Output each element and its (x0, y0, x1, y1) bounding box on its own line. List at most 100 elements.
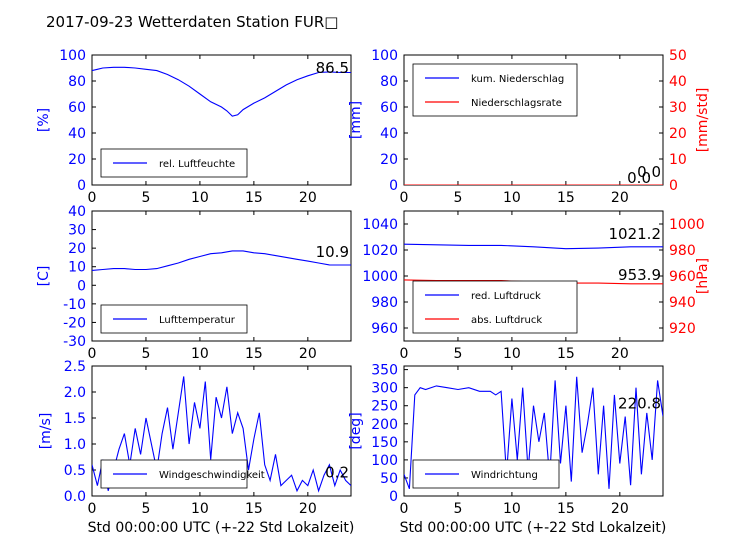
y-tick-label: 40 (68, 126, 86, 142)
legend-label-1: Lufttemperatur (159, 315, 236, 326)
legend-box (412, 280, 578, 334)
figure-title: 2017-09-23 Wetterdaten Station FUR□ (46, 13, 338, 31)
x-tick-label: 5 (141, 346, 150, 362)
y-tick-label: 1.5 (64, 411, 86, 427)
y-tick-label: 1020 (362, 243, 398, 259)
y-tick-label: 40 (380, 126, 398, 142)
y-tick-label: 250 (371, 399, 398, 415)
legend-label-1: rel. Luftfeuchte (159, 159, 235, 170)
y2-tick-label: 40 (669, 74, 687, 90)
x-tick-label: 10 (503, 501, 521, 517)
y2-tick-label: 980 (669, 243, 696, 259)
series-line-1 (92, 66, 351, 117)
x-tick-label: 0 (88, 190, 97, 206)
y-tick-label: 30 (68, 223, 86, 239)
x-tick-label: 15 (245, 190, 263, 206)
y-axis-label: [deg] (348, 412, 364, 449)
x-tick-label: 15 (557, 190, 575, 206)
current-value-label: 0.2 (325, 464, 349, 482)
y-axis-label: [%] (36, 108, 52, 132)
y2-axis-label: [mm/std] (695, 88, 711, 153)
x-tick-label: 0 (400, 190, 409, 206)
panel-temperature: 0 5 10 15 20 -30 -20 -10 0 10 20 30 40 [C] 10.9 Lufttem… (36, 204, 352, 362)
x-tick-label: 15 (557, 346, 575, 362)
legend-label-1: red. Luftdruck (471, 291, 541, 302)
current-value-label: 10.9 (316, 243, 349, 261)
panel-winddirection: 0 5 10 15 20050100150200250300350[deg]220.8W… (348, 363, 664, 517)
x-tick-label: 5 (141, 190, 150, 206)
legend-label-2: abs. Luftdruck (471, 315, 542, 326)
y-tick-label: 40 (68, 204, 86, 220)
y2-tick-label: 940 (669, 295, 696, 311)
x-tick-label: 10 (191, 190, 209, 206)
y-tick-label: 10 (68, 260, 86, 276)
y-tick-label: 960 (371, 321, 398, 337)
y-tick-label: 60 (68, 100, 86, 116)
y2-tick-label: 960 (669, 269, 696, 285)
y-tick-label: 1040 (362, 217, 398, 233)
series-line-1 (92, 250, 351, 271)
legend: kum. Niederschlag Niederschlagsrate (412, 63, 578, 117)
y-tick-label: 200 (371, 417, 398, 433)
current-value-label-2: 0.0 (627, 169, 651, 187)
panel-windspeed: 0 5 10 15 20 0.0 0.5 1.0 1.5 2.0 2.5 [m/s] 0.2 Windge… (38, 359, 352, 517)
legend: red. Luftdruck abs. Luftdruck (412, 280, 578, 334)
y-tick-label: 150 (371, 435, 398, 451)
legend: Windgeschwindigkeit (100, 459, 265, 489)
y2-tick-label: 50 (669, 48, 687, 64)
y-tick-label: 0 (389, 178, 398, 194)
legend-label-1: Windrichtung (471, 470, 538, 481)
current-value-label-2: 953.9 (618, 266, 661, 284)
x-tick-label: 5 (141, 501, 150, 517)
y-tick-label: 300 (371, 381, 398, 397)
y-tick-label: 2.5 (64, 359, 86, 375)
current-value-label: 220.8 (618, 394, 661, 412)
y-tick-label: 0.5 (64, 463, 86, 479)
current-value-label: 1021.2 (609, 225, 662, 243)
x-tick-label: 10 (503, 346, 521, 362)
y-axis-label: [m/s] (38, 413, 54, 450)
y-tick-label: 60 (380, 100, 398, 116)
panel-pressure: 0 5 10 15 20 960 980 1000 1020 1040 920 940 960 980 10… (362, 210, 711, 362)
y-tick-label: 100 (371, 453, 398, 469)
x-tick-label: 20 (611, 501, 629, 517)
current-value-label: 0.0 (637, 163, 661, 181)
x-tick-label: 0 (88, 346, 97, 362)
y2-tick-label: 20 (669, 126, 687, 142)
x-tick-label: 5 (453, 346, 462, 362)
y-tick-label: 100 (59, 48, 86, 64)
x-tick-label: 10 (503, 190, 521, 206)
y2-tick-label: 30 (669, 100, 687, 116)
legend-label-1: Windgeschwindigkeit (159, 470, 265, 481)
y-tick-label: 20 (380, 152, 398, 168)
x-tick-label: 10 (191, 346, 209, 362)
x-tick-label: 5 (453, 501, 462, 517)
x-tick-label: 5 (453, 190, 462, 206)
current-value-label: 86.5 (316, 59, 349, 77)
x-tick-label: 20 (299, 501, 317, 517)
y-tick-label: -20 (63, 315, 86, 331)
y-tick-label: 20 (68, 152, 86, 168)
x-tick-label: 10 (191, 501, 209, 517)
x-tick-label: 0 (400, 501, 409, 517)
y-axis-label: [C] (36, 266, 52, 287)
y2-tick-label: 10 (669, 152, 687, 168)
y2-tick-label: 0 (669, 178, 678, 194)
y-tick-label: 80 (68, 74, 86, 90)
x-tick-label: 15 (245, 501, 263, 517)
x-tick-label: 20 (611, 346, 629, 362)
legend: Lufttemperatur (100, 304, 248, 334)
xlabel-right: Std 00:00:00 UTC (+-22 Std Lokalzeit) (400, 520, 667, 536)
y-tick-label: -10 (63, 297, 86, 313)
y-tick-label: 50 (380, 471, 398, 487)
legend-label-1: kum. Niederschlag (471, 74, 564, 85)
x-tick-label: 0 (400, 346, 409, 362)
y-tick-label: 2.0 (64, 385, 86, 401)
y-tick-label: 20 (68, 241, 86, 257)
y-tick-label: 0 (77, 178, 86, 194)
legend-box (412, 63, 578, 117)
y-tick-label: 80 (380, 74, 398, 90)
